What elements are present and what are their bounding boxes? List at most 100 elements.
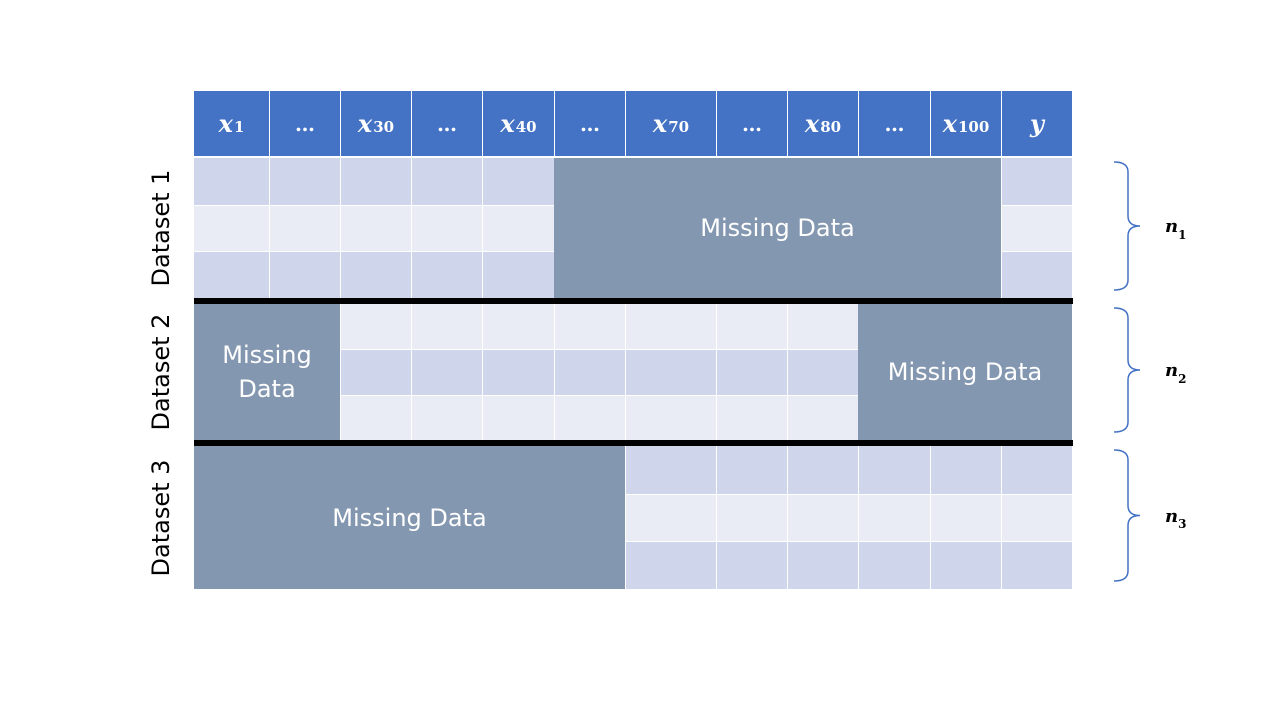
data-cell — [341, 252, 411, 298]
data-cell — [626, 395, 716, 440]
data-cell — [1002, 542, 1072, 589]
dataset-label: Dataset 2 — [147, 313, 175, 431]
missing-data-block: Missing Data — [858, 304, 1072, 440]
sample-size-label: n2 — [1165, 360, 1187, 386]
data-cell — [483, 350, 554, 395]
data-cell — [626, 350, 716, 395]
sample-size-subscript: 1 — [1178, 227, 1187, 242]
data-cell — [555, 350, 625, 395]
data-cell — [341, 158, 411, 205]
data-cell — [412, 304, 482, 350]
data-cell — [341, 395, 411, 440]
data-cell — [412, 205, 482, 252]
column-header: y — [1002, 91, 1072, 156]
data-cell — [859, 494, 930, 542]
data-cell — [483, 395, 554, 440]
data-cell — [270, 158, 340, 205]
data-cell — [341, 205, 411, 252]
data-cell — [717, 395, 787, 440]
sample-size-variable: n — [1165, 505, 1179, 527]
column-header: x 70 — [626, 91, 716, 156]
dataset-separator — [194, 298, 1073, 304]
column-subscript: 100 — [958, 117, 990, 136]
sample-size-variable: n — [1165, 216, 1179, 237]
data-cell — [931, 446, 1001, 494]
data-cell — [626, 494, 716, 542]
data-cell — [788, 304, 858, 350]
data-cell — [1002, 494, 1072, 542]
data-cell — [626, 304, 716, 350]
data-cell — [788, 350, 858, 395]
sample-size-variable: n — [1165, 360, 1179, 381]
right-brace-icon — [1113, 449, 1141, 582]
data-cell — [341, 350, 411, 395]
column-header: … — [859, 91, 930, 156]
sample-size-label: n1 — [1165, 216, 1187, 242]
column-variable: x — [652, 109, 668, 138]
dataset-label: Dataset 3 — [147, 459, 175, 576]
data-cell — [194, 252, 269, 298]
data-cell — [626, 542, 716, 589]
data-cell — [717, 304, 787, 350]
data-cell — [412, 252, 482, 298]
column-header: … — [555, 91, 625, 156]
column-subscript: 30 — [373, 117, 395, 136]
column-variable: x — [942, 109, 957, 138]
data-cell — [717, 494, 787, 542]
data-cell — [717, 350, 787, 395]
data-cell — [1002, 446, 1072, 494]
column-header: … — [412, 91, 482, 156]
column-variable: x — [804, 109, 820, 138]
sample-size-subscript: 2 — [1178, 371, 1187, 386]
data-cell — [555, 395, 625, 440]
column-variable: … — [437, 111, 457, 136]
column-subscript: 80 — [820, 117, 842, 136]
data-cell — [412, 158, 482, 205]
data-cell — [194, 205, 269, 252]
data-cell — [859, 446, 930, 494]
data-cell — [788, 542, 858, 589]
sample-size-subscript: 3 — [1178, 517, 1187, 532]
data-cell — [555, 304, 625, 350]
data-cell — [1002, 205, 1072, 252]
data-cell — [412, 395, 482, 440]
column-header: … — [717, 91, 787, 156]
data-cell — [412, 350, 482, 395]
column-subscript: 1 — [233, 117, 245, 136]
data-cell — [194, 158, 269, 205]
data-cell — [483, 252, 554, 298]
column-header: … — [270, 91, 340, 156]
data-cell — [626, 446, 716, 494]
data-cell — [341, 304, 411, 350]
column-subscript: 40 — [515, 117, 537, 136]
sample-size-label: n3 — [1165, 505, 1187, 532]
data-cell — [788, 446, 858, 494]
data-cell — [717, 446, 787, 494]
column-variable: … — [742, 111, 762, 136]
data-cell — [483, 158, 554, 205]
column-variable: x — [218, 109, 233, 138]
data-cell — [1002, 252, 1072, 298]
data-cell — [270, 252, 340, 298]
data-cell — [931, 494, 1001, 542]
right-brace-icon — [1113, 307, 1141, 433]
column-header: x 100 — [931, 91, 1001, 156]
data-cell — [483, 304, 554, 350]
data-cell — [859, 542, 930, 589]
column-variable: … — [884, 111, 905, 136]
column-variable: y — [1030, 109, 1044, 138]
missing-data-block: Missing Data — [554, 158, 1001, 298]
data-cell — [270, 205, 340, 252]
column-header: x 80 — [788, 91, 858, 156]
column-variable: … — [295, 111, 315, 136]
column-subscript: 70 — [668, 117, 690, 136]
data-cell — [931, 542, 1001, 589]
data-cell — [788, 494, 858, 542]
missing-data-block: Missing Data — [194, 446, 625, 589]
data-cell — [717, 542, 787, 589]
column-variable: … — [580, 111, 600, 136]
data-cell — [483, 205, 554, 252]
column-variable: x — [500, 109, 515, 138]
column-variable: x — [357, 109, 373, 138]
